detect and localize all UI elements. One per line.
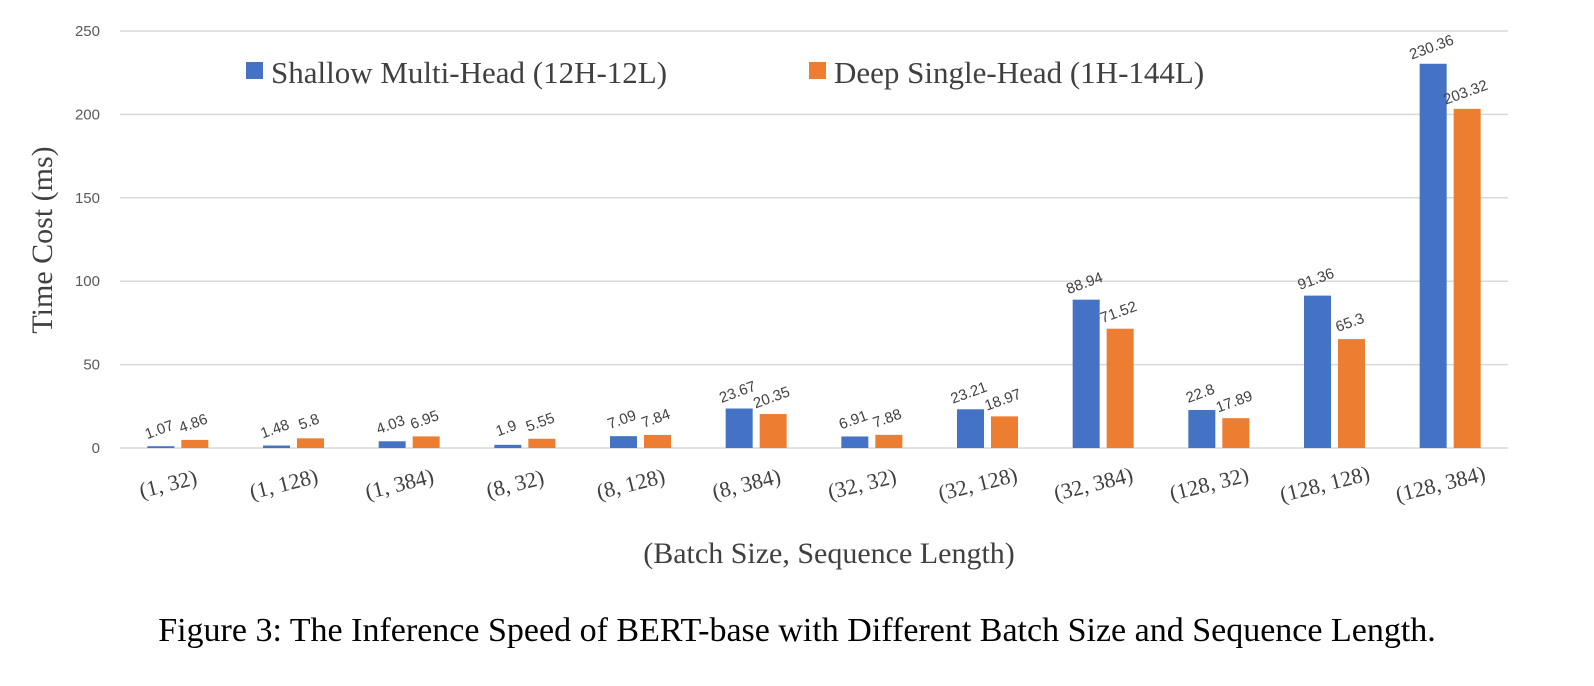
bar-series-1 [1222, 418, 1250, 448]
bar-series-1 [528, 438, 556, 448]
bar-series-0 [725, 408, 753, 448]
bar-series-1 [991, 416, 1018, 448]
y-tick-labels: 0 50 100 150 200 250 [75, 23, 100, 457]
bar-series-0 [263, 445, 290, 448]
legend-label: Shallow Multi-Head (12H-12L) [271, 55, 667, 90]
data-label: 6.95 [408, 407, 441, 433]
gridlines [120, 30, 1508, 449]
bar-series-1 [644, 434, 671, 448]
bar-series-1 [759, 414, 787, 448]
category-label: (128, 32) [1167, 462, 1251, 506]
data-label: 22.8 [1184, 381, 1217, 407]
y-tick-label: 250 [75, 23, 100, 40]
bar-series-0 [841, 436, 869, 448]
y-tick-label: 200 [75, 106, 100, 123]
bar-series-0 [378, 441, 406, 448]
bar-series-1 [1106, 328, 1134, 448]
category-label: (32, 32) [825, 463, 899, 504]
data-label: 4.86 [177, 411, 210, 437]
data-label: 7.84 [639, 406, 672, 432]
y-tick-label: 100 [75, 273, 100, 290]
category-label: (128, 384) [1393, 461, 1488, 507]
bar-series-0 [1304, 295, 1331, 448]
data-label: 1.9 [494, 417, 519, 440]
data-label: 7.09 [605, 407, 638, 433]
category-label: (8, 128) [594, 463, 668, 504]
category-label: (1, 32) [137, 464, 200, 502]
bar-series-0 [147, 446, 175, 448]
data-label: 88.94 [1064, 269, 1105, 298]
bar-series-1 [297, 438, 324, 448]
data-label: 71.52 [1098, 298, 1139, 327]
category-label: (1, 128) [247, 463, 321, 504]
bar-series-1 [181, 439, 209, 448]
data-label: 230.36 [1407, 32, 1456, 64]
bar-series-0 [957, 409, 984, 448]
bar-series-0 [1188, 409, 1216, 448]
data-label: 5.8 [296, 411, 321, 434]
bar-series-0 [494, 444, 522, 448]
bar-series-0 [1072, 299, 1100, 448]
y-axis-title: Time Cost (ms) [26, 146, 59, 333]
legend-swatch [809, 62, 826, 79]
bar-series-1 [1338, 339, 1365, 448]
y-tick-label: 150 [75, 190, 100, 207]
data-label: 5.55 [524, 410, 557, 436]
data-label: 6.91 [837, 407, 870, 433]
y-tick-label: 0 [92, 440, 100, 457]
bar-series-0 [1419, 63, 1447, 448]
data-label: 65.3 [1333, 310, 1366, 336]
legend-swatch [246, 62, 263, 79]
bar-series-1 [412, 436, 440, 448]
legend: Shallow Multi-Head (12H-12L) Deep Single-… [246, 55, 1204, 90]
data-label: 1.07 [143, 417, 176, 443]
category-label: (1, 384) [363, 463, 437, 504]
data-labels: 1.07 4.86 1.48 5.8 4.03 6.95 1.9 5.55 7.09 7.84 23… [143, 32, 1490, 443]
data-label: 20.35 [751, 383, 792, 412]
data-label: 23.67 [717, 378, 758, 407]
bar-series-1 [1453, 108, 1481, 448]
x-axis-title: (Batch Size, Sequence Length) [643, 537, 1015, 570]
data-label: 203.32 [1441, 77, 1490, 109]
bar-series-1 [875, 434, 903, 448]
category-label: (8, 32) [484, 464, 547, 502]
y-tick-label: 50 [83, 357, 100, 374]
category-label: (8, 384) [710, 463, 784, 504]
category-label: (32, 128) [936, 462, 1020, 506]
data-label: 17.89 [1214, 388, 1255, 417]
bars [147, 63, 1481, 448]
category-labels: (1, 32) (1, 128) (1, 384) (8, 32) (8, 128) (8… [137, 461, 1488, 507]
figure-caption: Figure 3: The Inference Speed of BERT-ba… [158, 612, 1436, 649]
data-label: 1.48 [258, 416, 291, 442]
data-label: 91.36 [1295, 265, 1336, 294]
category-label: (32, 384) [1051, 462, 1135, 506]
bar-series-0 [610, 436, 637, 448]
data-label: 18.97 [982, 386, 1023, 415]
data-label: 4.03 [374, 412, 407, 438]
data-label: 7.88 [871, 406, 904, 432]
legend-label: Deep Single-Head (1H-144L) [834, 55, 1204, 90]
category-label: (128, 128) [1277, 461, 1372, 507]
